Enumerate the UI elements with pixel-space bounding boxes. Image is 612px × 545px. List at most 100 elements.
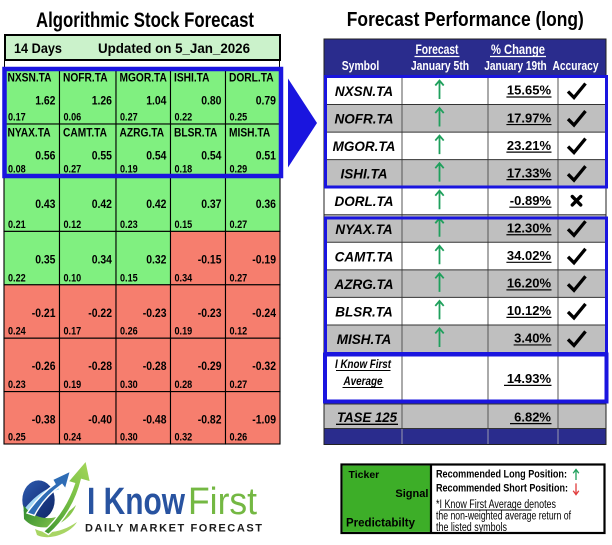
svg-text:-0.32: -0.32: [252, 359, 276, 373]
svg-text:-0.23: -0.23: [143, 306, 167, 320]
svg-text:0.30: 0.30: [120, 432, 138, 444]
svg-text:-0.19: -0.19: [252, 252, 276, 266]
svg-text:-0.24: -0.24: [252, 306, 276, 320]
svg-text:0.27: 0.27: [230, 379, 248, 391]
svg-text:0.15: 0.15: [120, 272, 138, 284]
svg-text:23.21%: 23.21%: [507, 138, 552, 153]
svg-text:0.12: 0.12: [64, 219, 82, 231]
svg-text:0.27: 0.27: [120, 112, 138, 124]
svg-text:DAILY MARKET FORECAST: DAILY MARKET FORECAST: [85, 523, 262, 535]
svg-text:0.34: 0.34: [92, 252, 112, 266]
svg-text:0.29: 0.29: [230, 164, 248, 176]
svg-text:1.04: 1.04: [146, 94, 166, 108]
svg-text:0.43: 0.43: [35, 197, 55, 211]
svg-text:-0.23: -0.23: [198, 306, 222, 320]
svg-text:0.23: 0.23: [120, 219, 138, 231]
svg-text:0.30: 0.30: [120, 379, 138, 391]
svg-text:0.36: 0.36: [256, 197, 276, 211]
svg-text:34.02%: 34.02%: [507, 248, 552, 263]
svg-text:0.32: 0.32: [146, 252, 166, 266]
svg-text:BLSR.TA: BLSR.TA: [335, 304, 393, 319]
svg-text:-0.15: -0.15: [198, 252, 222, 266]
svg-text:0.37: 0.37: [201, 197, 221, 211]
svg-text:0.56: 0.56: [35, 149, 55, 163]
svg-text:Forecast Performance (long): Forecast Performance (long): [347, 9, 584, 31]
svg-text:0.06: 0.06: [64, 112, 82, 124]
svg-text:15.65%: 15.65%: [507, 83, 552, 98]
svg-text:-0.26: -0.26: [32, 359, 56, 373]
svg-text:14 Days: 14 Days: [14, 40, 62, 56]
svg-text:0.23: 0.23: [8, 379, 26, 391]
svg-text:0.21: 0.21: [8, 219, 26, 231]
svg-text:I Know First: I Know First: [335, 357, 392, 371]
svg-text:0.22: 0.22: [8, 272, 26, 284]
svg-text:-0.28: -0.28: [143, 359, 167, 373]
svg-text:0.55: 0.55: [92, 149, 112, 163]
svg-text:Ticker: Ticker: [349, 469, 380, 481]
svg-text:0.51: 0.51: [256, 149, 276, 163]
svg-text:-0.89%: -0.89%: [510, 193, 552, 208]
svg-text:Forecast: Forecast: [416, 42, 459, 57]
svg-text:DORL.TA: DORL.TA: [335, 194, 394, 209]
svg-text:16.20%: 16.20%: [507, 276, 552, 291]
svg-text:0.15: 0.15: [175, 219, 193, 231]
svg-text:NOFR.TA: NOFR.TA: [335, 112, 394, 127]
svg-text:TASE 125: TASE 125: [337, 409, 397, 425]
svg-text:-0.22: -0.22: [88, 306, 112, 320]
svg-text:NXSN.TA: NXSN.TA: [335, 84, 393, 99]
svg-text:*I Know First Average denotes: *I Know First Average denotes: [436, 499, 556, 511]
svg-text:MGOR.TA: MGOR.TA: [120, 71, 168, 85]
svg-text:NYAX.TA: NYAX.TA: [8, 126, 51, 140]
svg-text:Recommended Short Position:: Recommended Short Position:: [436, 483, 568, 495]
svg-text:BLSR.TA: BLSR.TA: [174, 126, 218, 140]
svg-text:0.18: 0.18: [175, 164, 193, 176]
svg-text:0.19: 0.19: [64, 379, 82, 391]
svg-text:MISH.TA: MISH.TA: [337, 332, 392, 347]
svg-text:Algorithmic Stock Forecast: Algorithmic Stock Forecast: [36, 9, 254, 32]
svg-text:-0.82: -0.82: [198, 413, 222, 427]
svg-text:0.17: 0.17: [64, 326, 82, 338]
svg-text:0.17: 0.17: [8, 112, 26, 124]
svg-text:0.32: 0.32: [175, 432, 193, 444]
svg-text:CAMT.TA: CAMT.TA: [63, 126, 107, 140]
svg-text:Average: Average: [343, 374, 383, 388]
svg-text:the non-weighted average retur: the non-weighted average return of: [436, 511, 572, 523]
svg-text:0.24: 0.24: [8, 326, 26, 338]
svg-text:0.35: 0.35: [35, 252, 55, 266]
svg-text:0.12: 0.12: [230, 326, 248, 338]
svg-text:0.80: 0.80: [201, 94, 221, 108]
svg-text:1.26: 1.26: [92, 94, 112, 108]
svg-text:the listed symbols: the listed symbols: [436, 522, 507, 534]
svg-text:0.27: 0.27: [64, 164, 82, 176]
svg-text:0.42: 0.42: [92, 197, 112, 211]
svg-text:-0.48: -0.48: [143, 413, 167, 427]
svg-text:AZRG.TA: AZRG.TA: [334, 277, 394, 292]
svg-text:ISHI.TA: ISHI.TA: [341, 167, 388, 182]
svg-text:0.27: 0.27: [230, 272, 248, 284]
svg-text:0.25: 0.25: [8, 432, 26, 444]
svg-text:Updated on 5_Jan_2026: Updated on 5_Jan_2026: [98, 40, 250, 56]
svg-text:0.25: 0.25: [230, 112, 248, 124]
svg-text:0.34: 0.34: [175, 272, 193, 284]
svg-text:January 19th: January 19th: [484, 58, 547, 73]
svg-text:Accuracy: Accuracy: [553, 58, 600, 73]
svg-text:0.54: 0.54: [146, 149, 166, 163]
svg-text:-0.28: -0.28: [88, 359, 112, 373]
svg-text:6.82%: 6.82%: [514, 409, 551, 424]
svg-text:AZRG.TA: AZRG.TA: [120, 126, 165, 140]
svg-text:14.93%: 14.93%: [507, 371, 552, 386]
svg-text:Recommended Long Position:: Recommended Long Position:: [436, 469, 567, 481]
svg-text:0.19: 0.19: [175, 326, 193, 338]
svg-text:0.19: 0.19: [120, 164, 138, 176]
svg-text:0.26: 0.26: [230, 432, 248, 444]
svg-text:MGOR.TA: MGOR.TA: [333, 139, 396, 154]
svg-text:Symbol: Symbol: [342, 58, 380, 73]
svg-text:NOFR.TA: NOFR.TA: [63, 71, 108, 85]
svg-text:-0.40: -0.40: [88, 413, 112, 427]
svg-text:0.54: 0.54: [201, 149, 221, 163]
svg-text:January 5th: January 5th: [411, 58, 469, 73]
svg-text:3.40%: 3.40%: [514, 331, 551, 346]
svg-text:-0.29: -0.29: [198, 359, 222, 373]
svg-text:NXSN.TA: NXSN.TA: [8, 71, 52, 85]
svg-text:0.28: 0.28: [175, 379, 193, 391]
